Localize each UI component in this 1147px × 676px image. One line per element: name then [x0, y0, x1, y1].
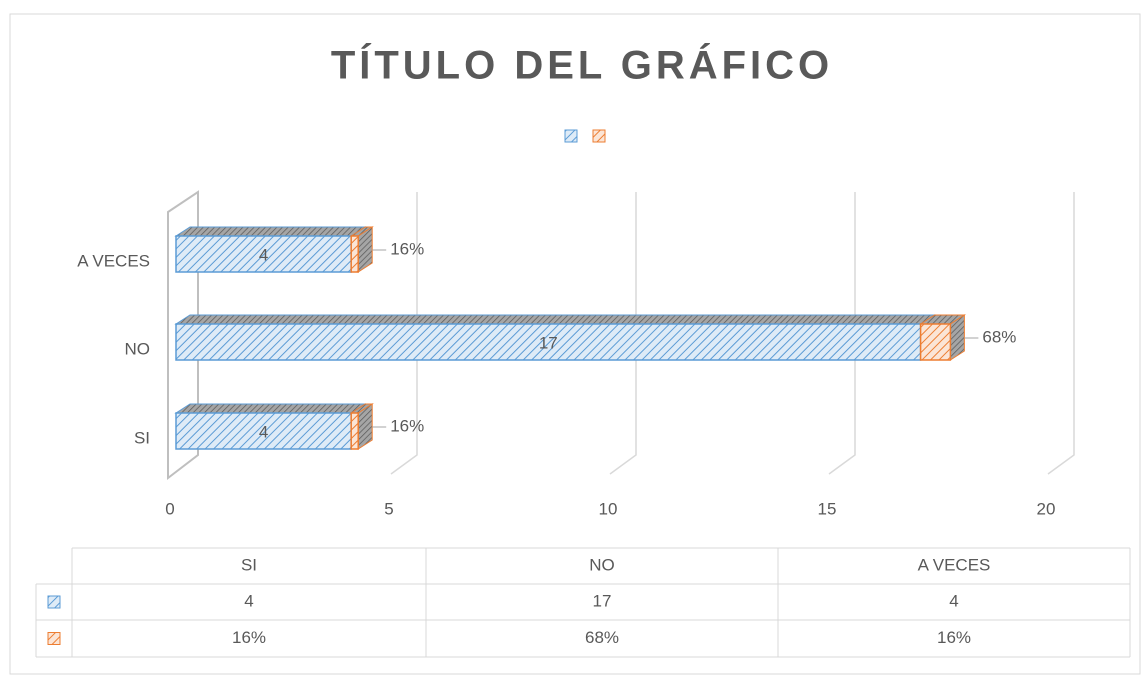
- x-tick-label: 10: [599, 499, 618, 518]
- data-label: 17: [539, 333, 558, 352]
- bar: [175, 323, 922, 361]
- y-tick-label: NO: [125, 339, 151, 358]
- table-header: SI: [241, 555, 257, 574]
- x-tick-label: 20: [1037, 499, 1056, 518]
- bar-top: [174, 226, 367, 237]
- table-cell: 68%: [585, 628, 619, 647]
- table-cell: 16%: [232, 628, 266, 647]
- data-label: 16%: [390, 239, 424, 258]
- x-tick-label: 5: [384, 499, 393, 518]
- legend-swatch: [592, 129, 606, 143]
- table-legend-swatch: [47, 632, 61, 645]
- data-label: 16%: [390, 416, 424, 435]
- axis-wall: [167, 190, 199, 481]
- grid-line: [609, 192, 637, 475]
- bar-top: [174, 314, 937, 325]
- chart-border: [9, 13, 1141, 675]
- bar-top: [174, 403, 367, 414]
- x-tick-label: 15: [818, 499, 837, 518]
- grid-line: [390, 192, 418, 475]
- bar: [175, 412, 352, 450]
- legend-swatch: [564, 129, 578, 143]
- grid-line: [1047, 192, 1075, 475]
- table-header: A VECES: [918, 555, 991, 574]
- bar: [175, 235, 352, 273]
- table-cell: 4: [949, 591, 958, 610]
- y-tick-label: A VECES: [77, 251, 150, 270]
- grid-line: [828, 192, 856, 475]
- data-label: 4: [259, 422, 268, 441]
- bar: [350, 412, 359, 450]
- bar: [919, 323, 952, 361]
- table-cell: 16%: [937, 628, 971, 647]
- table-cell: 17: [593, 591, 612, 610]
- chart-title: TÍTULO DEL GRÁFICO: [331, 43, 833, 88]
- table-legend-swatch: [47, 595, 61, 609]
- x-tick-label: 0: [165, 499, 174, 518]
- y-tick-label: SI: [134, 428, 150, 447]
- bar: [350, 235, 359, 273]
- data-label: 68%: [982, 327, 1016, 346]
- table-cell: 4: [244, 591, 253, 610]
- table-header: NO: [589, 555, 615, 574]
- data-label: 4: [259, 245, 268, 264]
